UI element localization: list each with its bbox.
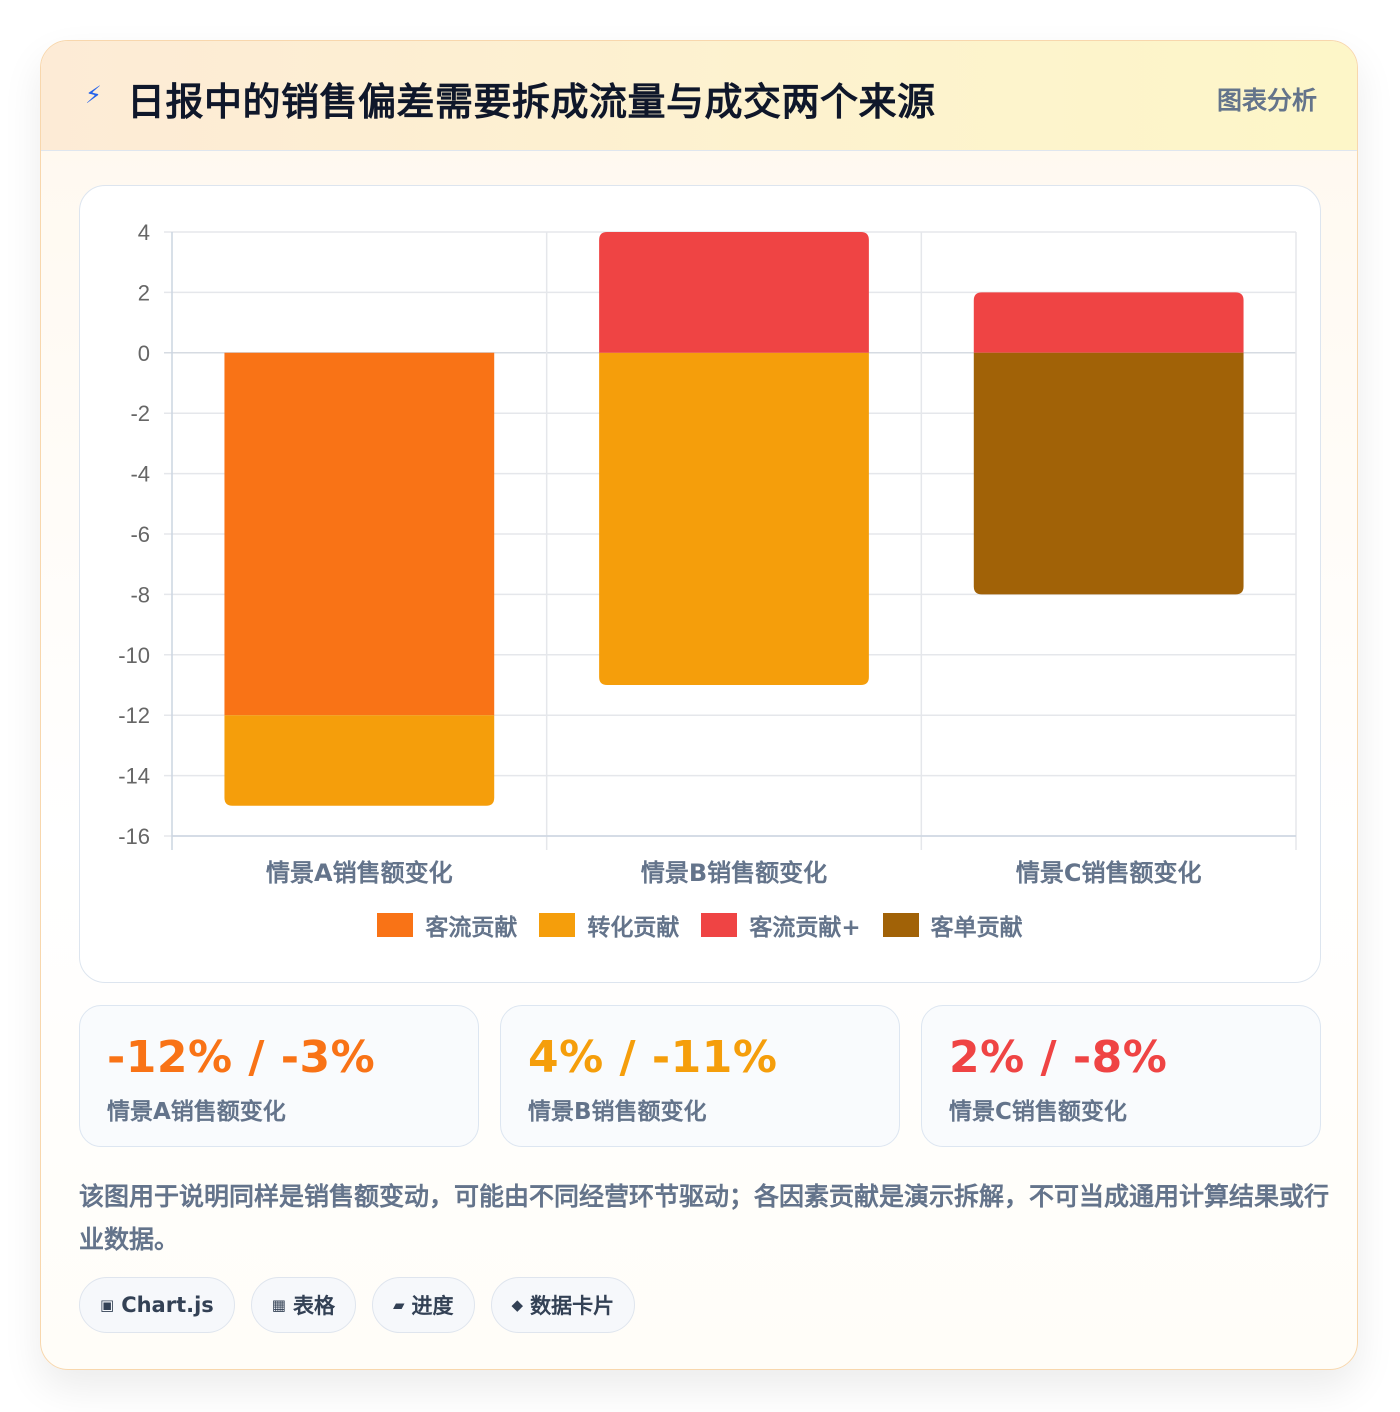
x-category-label: 情景C销售额变化 [1016,859,1202,887]
header-tag: 图表分析 [1216,86,1317,115]
stat-cards: -12% / -3% 情景A销售额变化 4% / -11% 情景B销售额变化 2% / … [79,1005,1321,1149]
legend-label: 客流贡献 [425,915,518,941]
stat-label: 情景C销售额变化 [949,1099,1127,1125]
y-tick-label: -16 [118,824,150,849]
bar-segment [599,352,869,685]
y-tick-label: -14 [118,764,150,789]
y-tick-label: 2 [138,280,150,305]
legend-label: 转化贡献 [587,915,680,941]
chart-panel: -16 -14 -12 -10 -8 -6 -4 -2 0 2 4 情景A销售额变化 情景B销售额变化 情… [79,185,1321,983]
legend-label: 客流贡献+ [749,915,861,941]
bar-segment [973,352,1244,595]
bar-segment [224,352,495,716]
stat-label: 情景A销售额变化 [107,1099,286,1125]
stat-value: 2% / -8% [949,1032,1168,1083]
chart-icon: ▣ [100,1296,115,1314]
chip-data-card[interactable]: ◆ 数据卡片 [490,1277,636,1333]
y-tick-label: -2 [130,401,150,426]
chart-description: 该图用于说明同样是销售额变动，可能由不同经营环节驱动；各因素贡献是演示拆解，不可… [79,1182,1330,1254]
card-header: ⚡ 日报中的销售偏差需要拆成流量与成交两个来源 图表分析 [41,41,1357,151]
chart-card: ⚡ 日报中的销售偏差需要拆成流量与成交两个来源 图表分析 -16 -14 -12 -1… [40,40,1358,1370]
legend-swatch [539,913,576,937]
chip-chart[interactable]: ▣ Chart.js [79,1277,235,1333]
legend-swatch [377,913,414,937]
legend-item[interactable]: 转化贡献 [539,908,679,942]
x-category-label: 情景B销售额变化 [641,859,827,887]
y-tick-label: 4 [138,220,150,245]
legend-label: 客单贡献 [930,915,1023,941]
y-tick-label: 0 [138,341,150,366]
bar-segment [599,232,869,353]
chart-legend: 客流贡献 转化贡献 客流贡献+ 客单贡献 [80,908,1320,942]
x-category-label: 情景A销售额变化 [266,859,453,887]
legend-item[interactable]: 客流贡献+ [701,908,861,942]
stat-card: -12% / -3% 情景A销售额变化 [79,1005,479,1147]
legend-swatch [882,913,919,937]
stat-value: 4% / -11% [528,1032,778,1083]
stat-label: 情景B销售额变化 [528,1099,707,1125]
data-card-icon: ◆ [511,1296,524,1314]
progress-icon: ▰ [392,1296,405,1314]
page-title: 日报中的销售偏差需要拆成流量与成交两个来源 [127,80,936,124]
legend-item[interactable]: 客单贡献 [882,908,1023,942]
table-icon: ▦ [271,1296,286,1314]
stacked-bar-chart: -16 -14 -12 -10 -8 -6 -4 -2 0 2 4 情景A销售额变化 情景B销售额变化 情… [118,220,1297,887]
y-tick-label: -8 [130,582,150,607]
y-tick-label: -6 [130,522,150,547]
stat-card: 2% / -8% 情景C销售额变化 [921,1005,1321,1147]
lightning-icon: ⚡ [85,81,102,109]
stat-card: 4% / -11% 情景B销售额变化 [500,1005,900,1147]
y-tick-label: -4 [130,462,150,487]
feature-chips: ▣ Chart.js ▦ 表格 ▰ 进度 ◆ 数据卡片 [79,1277,636,1335]
bar-segment [973,292,1244,353]
chip-label: 数据卡片 [530,1294,615,1318]
chip-progress[interactable]: ▰ 进度 [371,1277,475,1333]
chip-label: 表格 [292,1294,335,1318]
chip-label: 进度 [411,1294,454,1318]
y-tick-label: -10 [118,643,150,668]
bar-segment [224,715,495,806]
legend-item[interactable]: 客流贡献 [377,908,517,942]
chip-label: Chart.js [121,1293,214,1317]
stat-value: -12% / -3% [107,1032,376,1083]
y-tick-label: -12 [118,703,150,728]
chip-table[interactable]: ▦ 表格 [250,1277,356,1333]
legend-swatch [701,913,738,937]
